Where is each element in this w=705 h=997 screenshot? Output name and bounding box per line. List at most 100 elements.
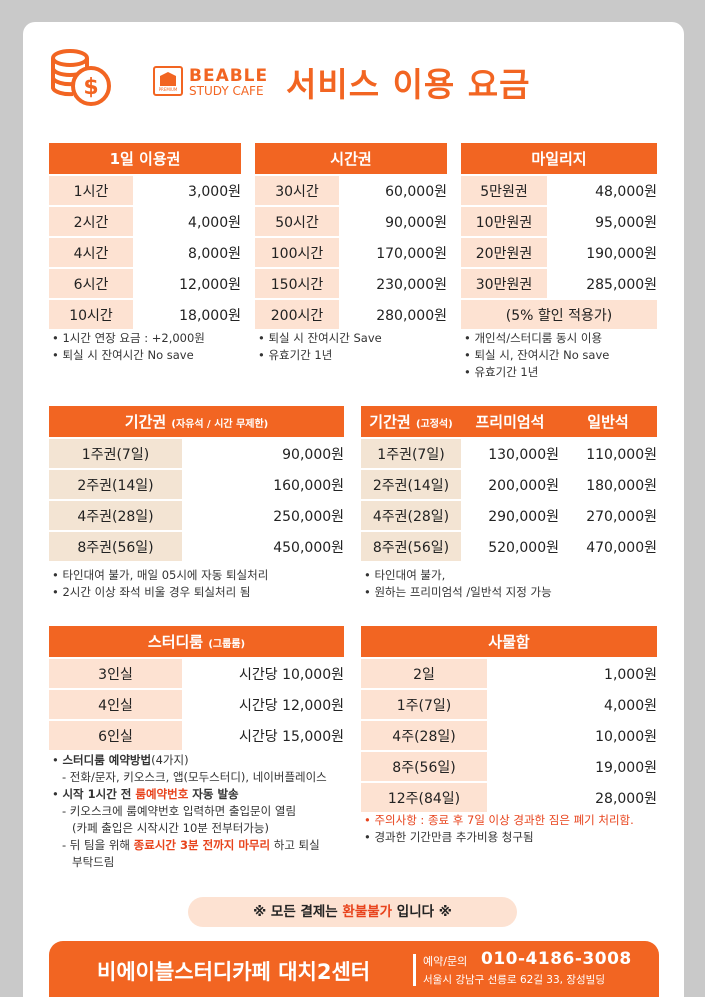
mileage-notes: 개인석/스터디룸 동시 이용 퇴실 시, 잔여시간 No save 유효기간 1… <box>464 330 609 381</box>
table-row: 6시간 12,000원 <box>49 268 241 300</box>
row-label: 20만원권 <box>461 237 547 269</box>
table-row: 2주권(14일) 160,000원 <box>49 469 345 501</box>
row-price: 1,000원 <box>487 658 657 690</box>
row-price: 4,000원 <box>133 206 241 238</box>
banner-highlight: 환불불가 <box>342 904 393 920</box>
table-row: 8주권(56일) 450,000원 <box>49 531 345 563</box>
table-row: 4인실 시간당 12,000원 <box>49 689 344 721</box>
mileage-table: 마일리지 5만원권 48,000원 10만원권 95,000원 20만원권 190,0… <box>461 143 658 331</box>
period-fixed-table: 기간권 (고정석) 프리미엄석 일반석 1주권(7일) 130,000원 110,0… <box>361 406 657 563</box>
row-premium: 290,000원 <box>461 500 559 532</box>
row-price: 250,000원 <box>182 500 345 532</box>
note-item: 타인대여 불가, 매일 05시에 자동 퇴실처리 <box>52 567 268 584</box>
note-item: 원하는 프리미엄석 /일반석 지정 가능 <box>364 584 551 601</box>
table-row: 4주(28일) 10,000원 <box>361 720 657 752</box>
row-label: 10시간 <box>49 299 133 331</box>
beable-logo-icon: PREMIUM <box>153 66 183 96</box>
row-label: 5만원권 <box>461 175 547 207</box>
row-price: 450,000원 <box>182 531 345 563</box>
note-sub-item: - 전화/문자, 키오스크, 앱(모두스터디), 네이버플레이스 <box>62 770 327 784</box>
row-label: 100시간 <box>255 237 339 269</box>
brand-subtitle: STUDY CAFE <box>189 84 264 98</box>
note-item: 퇴실 시 잔여시간 No save <box>52 347 205 364</box>
table-row: 8주권(56일) 520,000원 470,000원 <box>361 531 657 563</box>
note-item: 퇴실 시, 잔여시간 No save <box>464 347 609 364</box>
time-pass-notes: 퇴실 시 잔여시간 Save 유효기간 1년 <box>258 330 382 364</box>
table-row: 4주권(28일) 250,000원 <box>49 500 345 532</box>
row-label: 12주(84일) <box>361 782 487 814</box>
row-label: 1주(7일) <box>361 689 487 721</box>
note-sub-item: (카페 출입은 시작시간 10분 전부터가능) <box>72 821 269 835</box>
period-free-table: 기간권 (자유석 / 시간 무제한) 1주권(7일) 90,000원 2주권(14… <box>49 406 345 563</box>
general-column-header: 일반석 <box>559 406 657 439</box>
row-price: 90,000원 <box>339 206 447 238</box>
row-label: 6인실 <box>49 720 182 752</box>
row-price: 8,000원 <box>133 237 241 269</box>
banner-prefix: ※ 모든 결제는 <box>253 904 343 920</box>
time-pass-table: 시간권 30시간 60,000원 50시간 90,000원 100시간 170,000… <box>255 143 447 331</box>
premium-column-header: 프리미엄석 <box>461 406 559 439</box>
table-row: 10만원권 95,000원 <box>461 206 658 238</box>
day-pass-notes: 1시간 연장 요금 : +2,000원 퇴실 시 잔여시간 No save <box>52 330 205 364</box>
table-row: 2일 1,000원 <box>361 658 657 690</box>
row-label: 4시간 <box>49 237 133 269</box>
note-item: 경과한 기간만큼 추가비용 청구됨 <box>364 829 634 846</box>
row-general: 110,000원 <box>559 438 657 470</box>
address: 서울시 강남구 선릉로 62길 33, 장성빌딩 <box>423 974 605 986</box>
row-price: 170,000원 <box>339 237 447 269</box>
note-item: 타인대여 불가, <box>364 567 552 584</box>
contact-label: 예약/문의 <box>423 955 468 968</box>
row-price: 시간당 15,000원 <box>182 720 344 752</box>
note-item: 2시간 이상 좌석 비울 경우 퇴실처리 됨 <box>52 584 268 601</box>
phone-number: 010-4186-3008 <box>481 949 632 969</box>
row-price: 60,000원 <box>339 175 447 207</box>
page-title: 서비스 이용 요금 <box>286 65 531 104</box>
note-sub-item: - 뒤 팀을 위해 종료시간 3분 전까지 마무리 하고 퇴실 <box>52 837 327 854</box>
period-fixed-subtitle: (고정석) <box>415 419 453 430</box>
locker-title: 사물함 <box>361 626 657 659</box>
note-item: 개인석/스터디룸 동시 이용 <box>464 330 609 347</box>
row-label: 4주권(28일) <box>49 500 182 532</box>
start-suffix: 자동 발송 <box>188 787 239 801</box>
footer-bar: 비에이블스터디카페 대치2센터 예약/문의 010-4186-3008 서울시 … <box>49 941 659 997</box>
table-row: 3인실 시간당 10,000원 <box>49 658 344 690</box>
table-row: 10시간 18,000원 <box>49 299 241 331</box>
study-room-title: 스터디룸 (그룹룸) <box>49 626 344 659</box>
note-sub-item: - 키오스크에 룸예약번호 입력하면 출입문이 열림 <box>62 804 297 818</box>
row-label: 30만원권 <box>461 268 547 300</box>
study-room-table: 스터디룸 (그룹룸) 3인실 시간당 10,000원 4인실 시간당 12,000원… <box>49 626 344 752</box>
period-fixed-title: 기간권 (고정석) <box>361 406 461 439</box>
table-row: 150시간 230,000원 <box>255 268 447 300</box>
row-premium: 130,000원 <box>461 438 559 470</box>
period-free-notes: 타인대여 불가, 매일 05시에 자동 퇴실처리 2시간 이상 좌석 비울 경우… <box>52 567 268 601</box>
refund-banner: ※ 모든 결제는 환불불가 입니다 ※ <box>188 897 517 927</box>
table-row: 1주권(7일) 90,000원 <box>49 438 345 470</box>
row-label: 150시간 <box>255 268 339 300</box>
row-price: 18,000원 <box>133 299 241 331</box>
note-sub-item: 부탁드림 <box>72 855 115 869</box>
table-row: 1주권(7일) 130,000원 110,000원 <box>361 438 657 470</box>
table-row: 4시간 8,000원 <box>49 237 241 269</box>
table-row: 1주(7일) 4,000원 <box>361 689 657 721</box>
table-row: 100시간 170,000원 <box>255 237 447 269</box>
time-pass-title: 시간권 <box>255 143 447 176</box>
period-free-title-text: 기간권 <box>124 413 167 431</box>
table-row: 5만원권 48,000원 <box>461 175 658 207</box>
table-row: 30시간 60,000원 <box>255 175 447 207</box>
banner-suffix: 입니다 ※ <box>392 904 452 920</box>
row-label: 2주권(14일) <box>361 469 461 501</box>
row-price: 48,000원 <box>547 175 658 207</box>
table-row: 6인실 시간당 15,000원 <box>49 720 344 752</box>
row-premium: 200,000원 <box>461 469 559 501</box>
row-label: 50시간 <box>255 206 339 238</box>
row-label: 4인실 <box>49 689 182 721</box>
row-price: 시간당 10,000원 <box>182 658 344 690</box>
note-item: 유효기간 1년 <box>258 347 382 364</box>
note-item: 1시간 연장 요금 : +2,000원 <box>52 330 204 347</box>
row-label: 4주(28일) <box>361 720 487 752</box>
study-room-title-text: 스터디룸 <box>147 633 204 651</box>
brand-name: BEABLE <box>189 66 269 86</box>
row-price: 12,000원 <box>133 268 241 300</box>
row-label: 10만원권 <box>461 206 547 238</box>
start-highlight: 룸예약번호 <box>135 787 189 801</box>
